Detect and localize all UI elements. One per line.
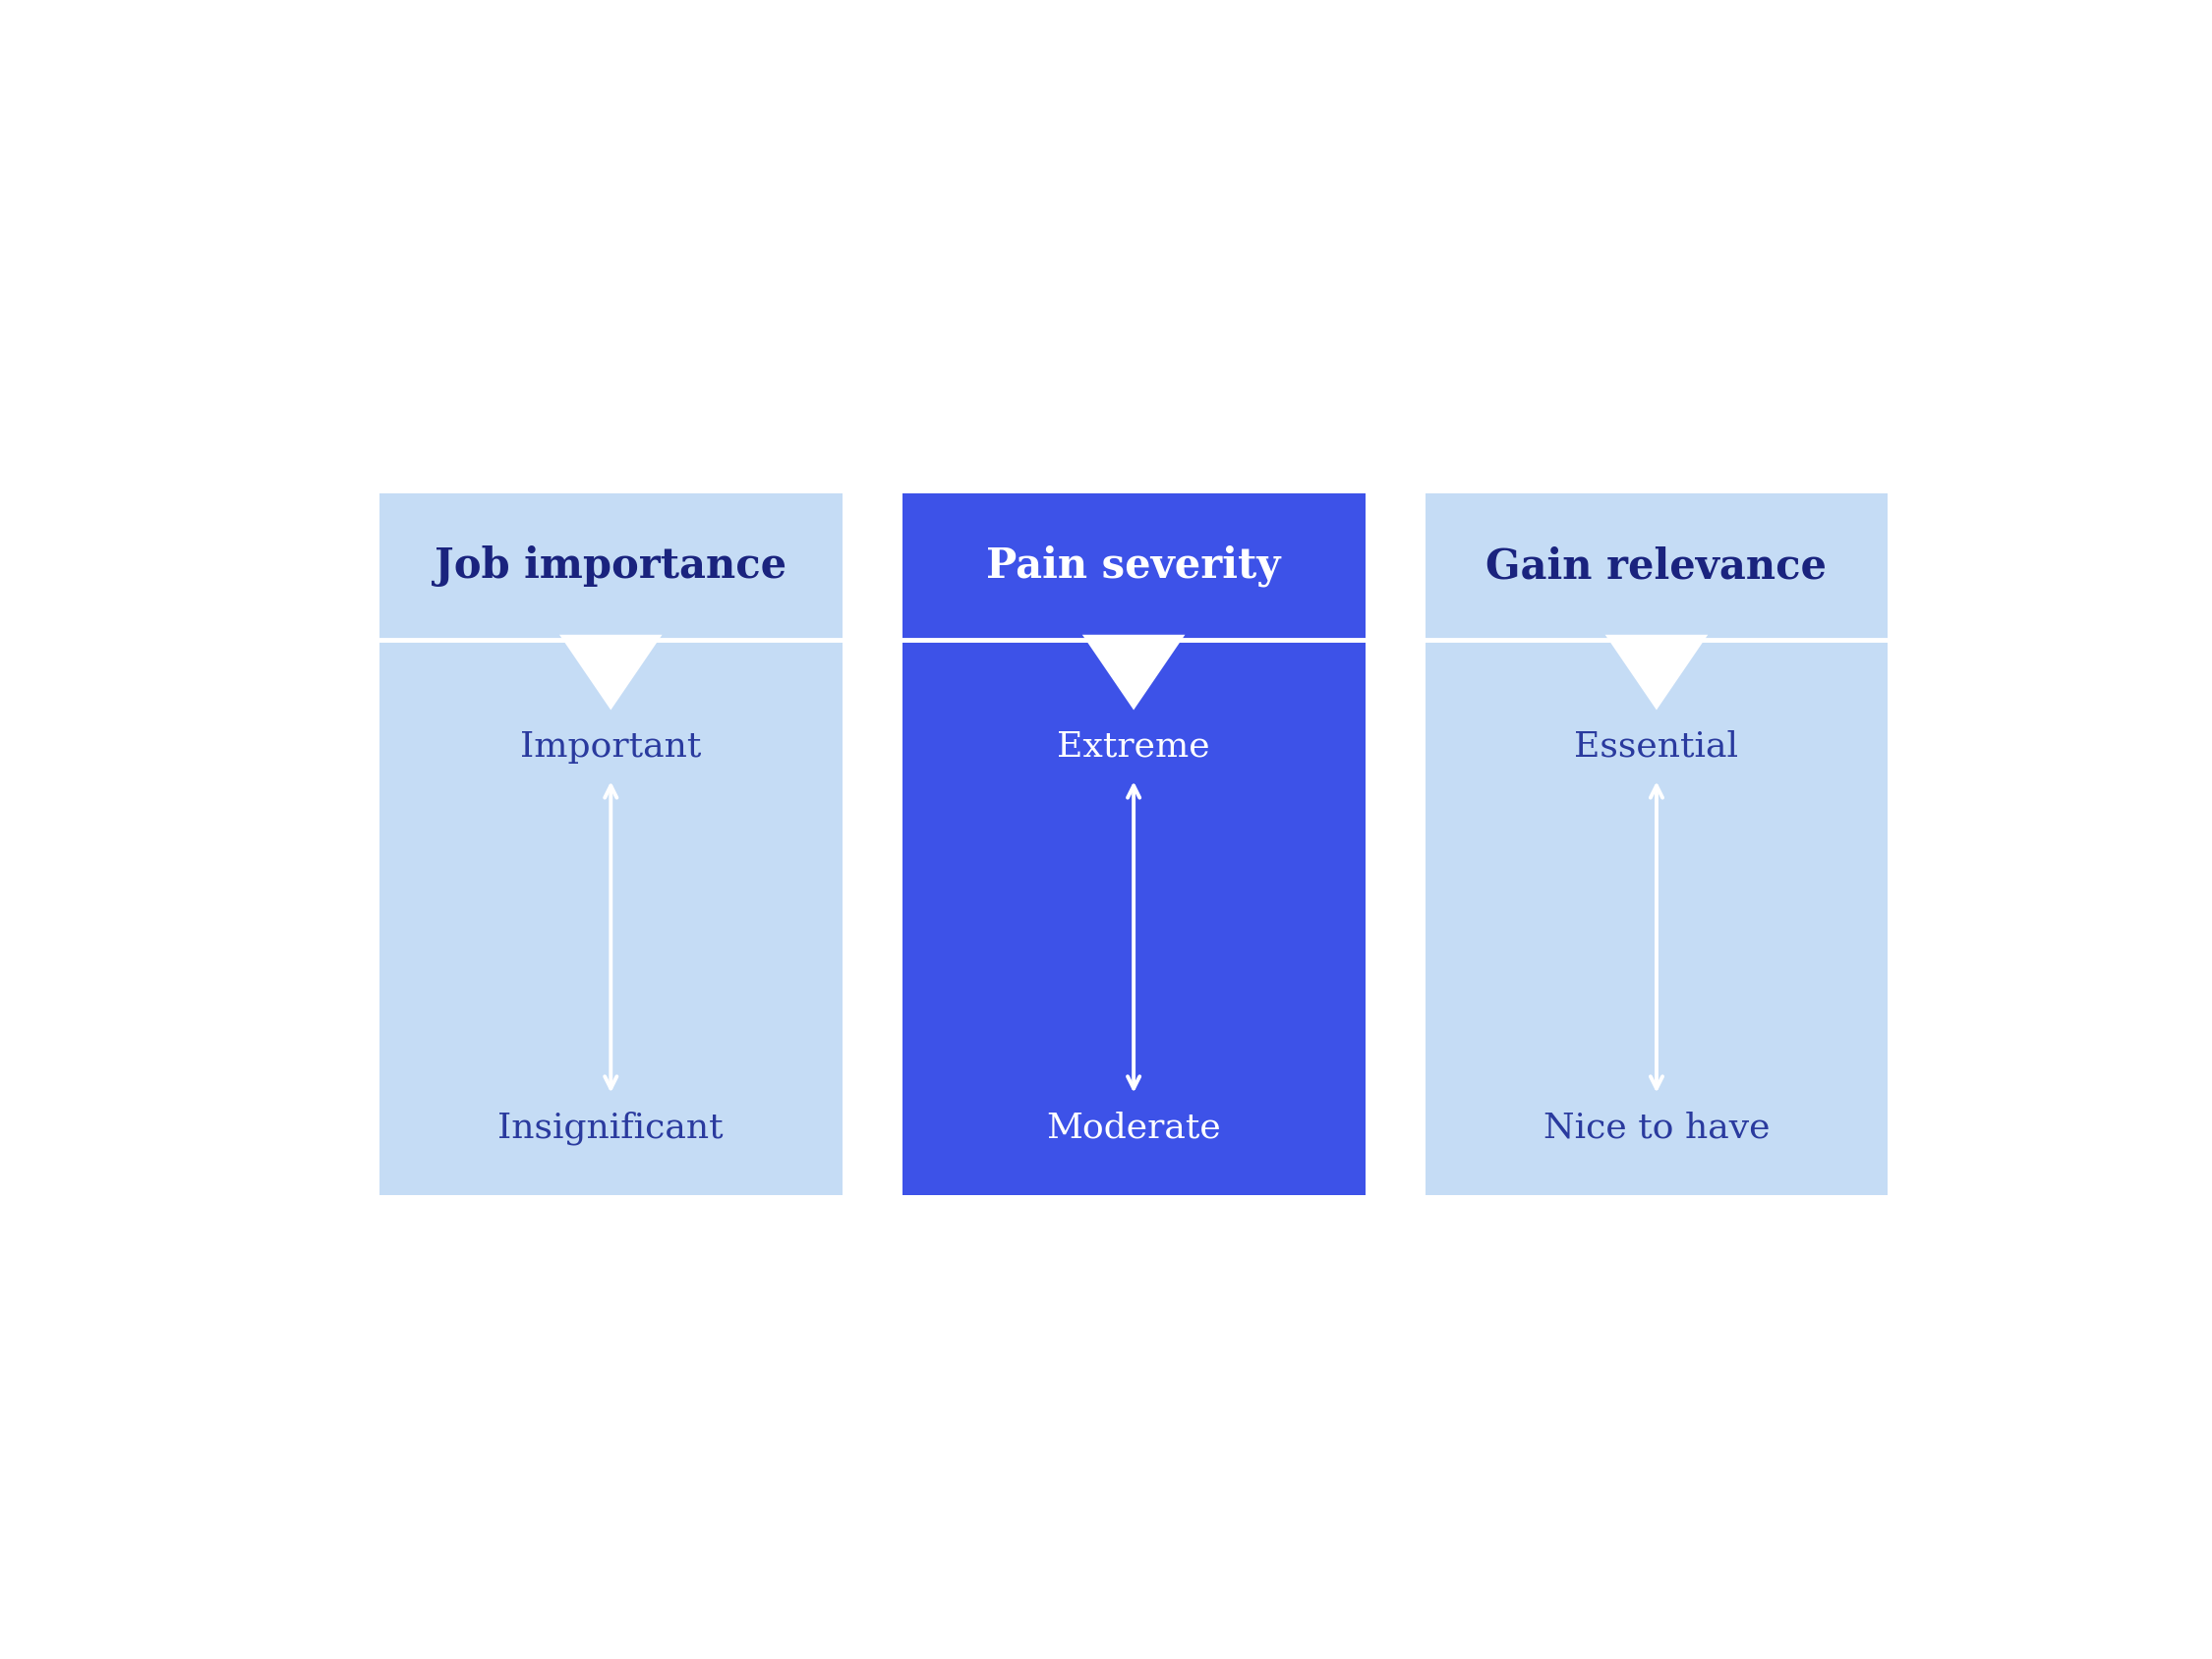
Bar	[902, 640, 1365, 1196]
Text: Job importance: Job importance	[436, 546, 787, 587]
Text: Extreme: Extreme	[1057, 730, 1210, 763]
Text: Nice to have: Nice to have	[1544, 1112, 1770, 1145]
Bar	[1425, 493, 1889, 640]
Text: Gain relevance: Gain relevance	[1486, 546, 1827, 587]
Bar	[1425, 640, 1889, 1196]
Text: Essential: Essential	[1575, 730, 1739, 763]
Text: Important: Important	[520, 730, 701, 763]
Text: Insignificant: Insignificant	[498, 1112, 723, 1145]
Polygon shape	[1606, 635, 1708, 710]
Polygon shape	[560, 635, 661, 710]
Text: Moderate: Moderate	[1046, 1112, 1221, 1145]
Polygon shape	[1082, 635, 1186, 710]
Text: Pain severity: Pain severity	[987, 546, 1281, 587]
Bar	[902, 493, 1365, 640]
Bar	[378, 640, 843, 1196]
Bar	[378, 493, 843, 640]
